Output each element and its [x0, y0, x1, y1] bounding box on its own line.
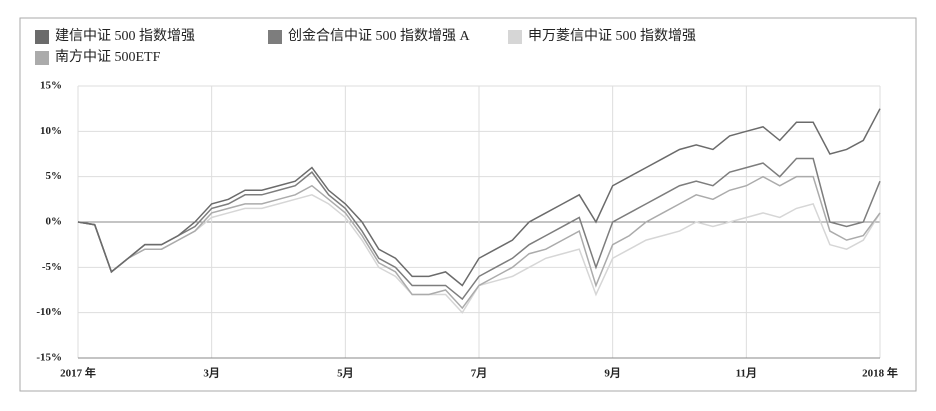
y-tick-label: 10% [40, 125, 62, 137]
series-line [77, 157, 881, 301]
x-tick-label: 3月 [203, 367, 220, 380]
x-tick-label: 11月 [736, 367, 757, 380]
x-tick-label: 9月 [604, 367, 621, 380]
legend-label: 南方中证 500ETF [55, 49, 161, 65]
x-tick-label: 2018 年 [862, 366, 898, 380]
frame [19, 17, 917, 392]
y-tick-label: 15% [40, 80, 62, 92]
y-tick-label: -5% [42, 261, 62, 273]
y-tick-label: -10% [36, 306, 62, 318]
legend-swatch [508, 30, 522, 44]
series-line [77, 175, 881, 310]
x-tick-label: 5月 [337, 367, 354, 380]
legend-swatch [35, 51, 49, 65]
series-line [77, 108, 881, 287]
y-tick-label: -15% [36, 352, 62, 364]
legend-label: 创金合信中证 500 指数增强 A [288, 28, 470, 44]
legend-swatch [35, 30, 49, 44]
y-tick-label: 0% [46, 216, 63, 228]
legend-label: 申万菱信中证 500 指数增强 [528, 28, 696, 44]
x-tick-label: 2017 年 [60, 366, 96, 380]
y-tick-label: 5% [46, 170, 63, 182]
legend-swatch [268, 30, 282, 44]
legend-label: 建信中证 500 指数增强 [55, 28, 195, 44]
x-tick-label: 7月 [471, 367, 488, 380]
